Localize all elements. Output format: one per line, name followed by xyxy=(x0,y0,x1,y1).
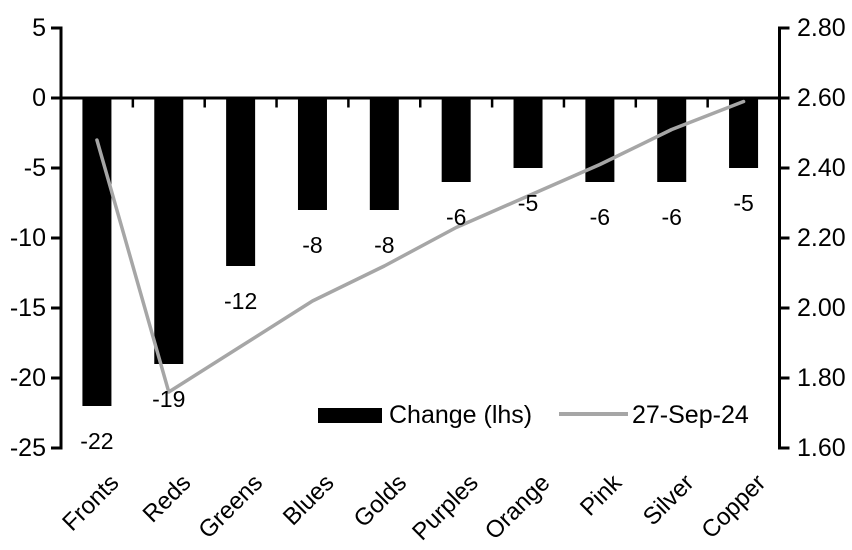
right-axis-tick-label: 1.80 xyxy=(797,364,846,392)
bar-fronts xyxy=(82,98,112,406)
bar-blues xyxy=(297,98,327,210)
left-axis-tick-label: -10 xyxy=(9,224,46,252)
bar-data-label-blues: -8 xyxy=(302,232,323,258)
right-axis-tick-label: 2.60 xyxy=(797,84,846,112)
bar-golds xyxy=(369,98,399,210)
left-axis-tick-label: -20 xyxy=(9,364,46,392)
left-axis-tick-label: -5 xyxy=(23,154,46,182)
legend-label-27-sep-24: 27-Sep-24 xyxy=(632,401,749,429)
right-axis-tick-label: 2.80 xyxy=(797,14,846,42)
legend-line-swatch xyxy=(559,412,628,416)
bar-reds xyxy=(154,98,184,364)
bar-data-label-orange: -5 xyxy=(517,190,539,216)
legend-label-change-lhs: Change (lhs) xyxy=(389,401,533,429)
bar-greens xyxy=(226,98,256,266)
right-axis-tick-label: 2.20 xyxy=(797,224,846,252)
bar-data-label-fronts: -22 xyxy=(80,428,114,454)
legend-bar-swatch xyxy=(318,408,382,423)
bar-silver xyxy=(657,98,687,182)
bar-data-label-greens: -12 xyxy=(224,288,258,314)
bar-orange xyxy=(513,98,543,168)
line-series-27-sep-24 xyxy=(95,99,746,394)
bar-data-label-golds: -8 xyxy=(374,232,395,258)
right-axis-tick-label: 1.60 xyxy=(797,434,846,462)
bar-data-label-copper: -5 xyxy=(733,190,754,216)
left-axis-tick-label: -15 xyxy=(9,294,46,322)
bar-purples xyxy=(441,98,471,182)
bar-data-label-purples: -6 xyxy=(445,204,467,230)
bar-data-label-reds: -19 xyxy=(152,386,186,412)
left-axis-tick-label: -25 xyxy=(9,434,46,462)
right-axis-tick-label: 2.00 xyxy=(797,294,846,322)
bar-copper xyxy=(729,98,759,168)
right-axis-tick-label: 2.40 xyxy=(797,154,846,182)
bar-data-label-pink: -6 xyxy=(589,204,611,230)
left-axis-tick-label: 0 xyxy=(32,84,46,112)
left-axis-tick-label: 5 xyxy=(32,14,46,42)
bar-data-label-silver: -6 xyxy=(661,204,682,230)
